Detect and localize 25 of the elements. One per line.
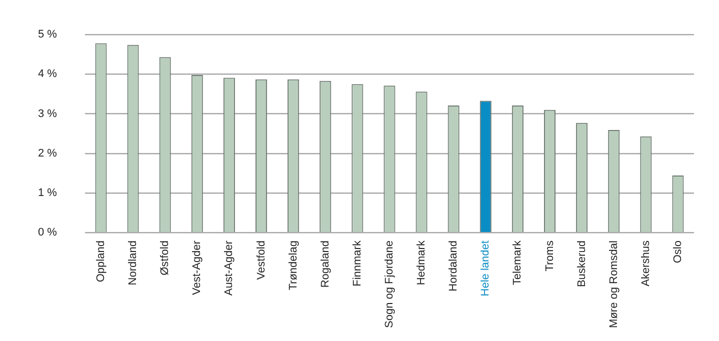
x-tick-label: Finnmark — [351, 240, 364, 286]
x-tick-label: Akershus — [640, 240, 652, 286]
x-tick-label: Møre og Romsdal — [608, 240, 620, 328]
x-tick-label: Vestfold — [255, 240, 268, 280]
x-tick-label: Østfold — [159, 240, 172, 276]
y-tick-label: 2 % — [38, 147, 58, 160]
x-tick-label: Trøndelag — [287, 240, 300, 290]
x-tick-label: Telemark — [512, 240, 524, 286]
x-tick-label: Hordaland — [448, 240, 460, 292]
x-tick-label: Buskerud — [576, 240, 588, 288]
y-tick-label: 0 % — [38, 226, 58, 239]
x-tick-label: Sogn og Fjordane — [384, 240, 396, 328]
x-tick-label: Oppland — [95, 240, 108, 282]
x-tick-label: Hele landet — [480, 240, 492, 296]
y-tick-label: 4 % — [38, 68, 58, 80]
x-tick-label: Hedmark — [416, 240, 428, 286]
x-tick-label: Aust-Agder — [223, 240, 236, 296]
y-tick-label: 1 % — [38, 186, 58, 199]
x-tick-label: Vest-Agder — [191, 240, 204, 295]
x-tick-label: Troms — [544, 240, 556, 272]
y-tick-label: 5 % — [38, 28, 58, 41]
x-tick-label: Nordland — [127, 240, 140, 286]
y-tick-label: 3 % — [38, 108, 58, 120]
x-tick-label: Oslo — [672, 240, 684, 264]
x-tick-label: Rogaland — [319, 240, 332, 288]
